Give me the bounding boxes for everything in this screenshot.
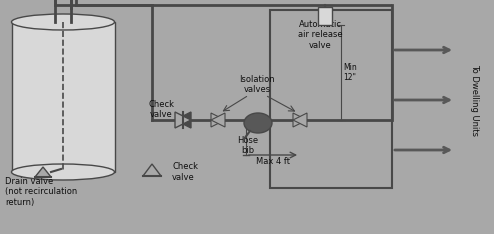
Text: Hose
bib: Hose bib [238, 136, 258, 155]
Text: Min
12": Min 12" [343, 63, 357, 82]
Text: Check
valve: Check valve [148, 100, 174, 119]
Text: Drain valve
(not recirculation
return): Drain valve (not recirculation return) [5, 177, 77, 207]
Text: Isolation
valves: Isolation valves [239, 75, 275, 94]
Ellipse shape [244, 113, 272, 133]
Polygon shape [211, 113, 225, 127]
Text: Check
valve: Check valve [172, 162, 198, 182]
Polygon shape [175, 112, 191, 128]
Ellipse shape [11, 14, 115, 30]
Polygon shape [143, 164, 161, 176]
Polygon shape [293, 113, 307, 127]
Ellipse shape [11, 164, 115, 180]
Polygon shape [293, 113, 307, 127]
Bar [318, 7, 332, 25]
Text: To Dwelling Units: To Dwelling Units [470, 64, 480, 136]
Text: Max 4 ft: Max 4 ft [256, 157, 290, 166]
Bar [270, 10, 392, 188]
Polygon shape [211, 113, 225, 127]
Polygon shape [175, 112, 191, 128]
Text: Automatic
air release
valve: Automatic air release valve [298, 20, 342, 50]
Polygon shape [35, 167, 51, 177]
Bar [11, 22, 115, 172]
